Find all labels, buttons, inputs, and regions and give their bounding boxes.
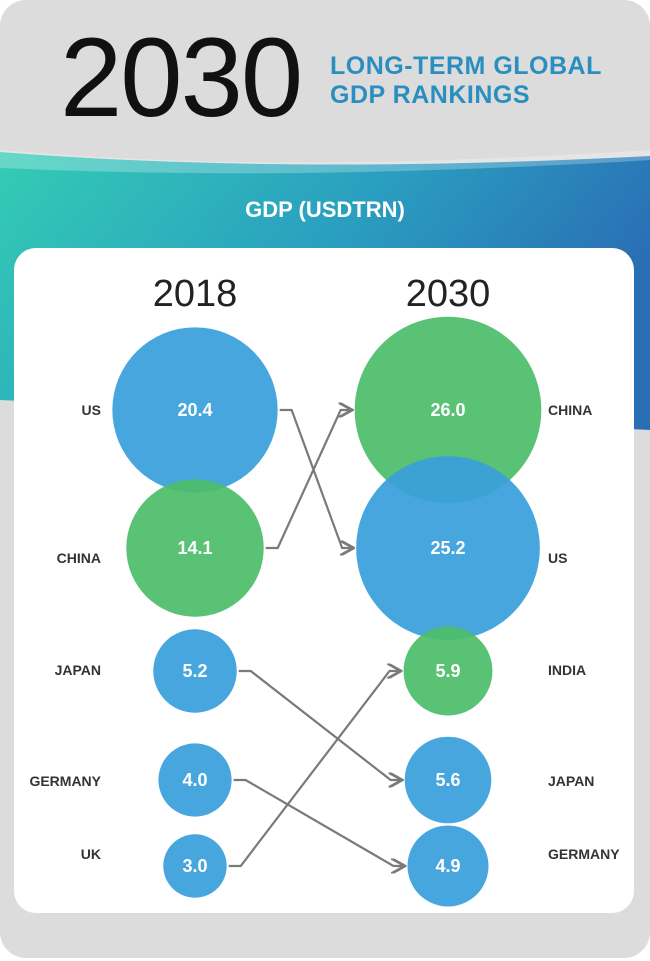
bubble-2018-japan	[153, 629, 237, 713]
value-label-2018-japan: 5.2	[182, 661, 207, 681]
connector-uk-to-india	[228, 671, 400, 868]
country-label-2018-japan: JAPAN	[55, 662, 101, 678]
connector-china-to-china	[265, 410, 351, 550]
column-year-2018: 2018	[153, 273, 238, 315]
country-label-2030-japan: JAPAN	[548, 773, 594, 789]
bubble-2018-uk	[163, 834, 227, 898]
bubble-2030-germany	[407, 825, 489, 907]
value-label-2018-uk: 3.0	[182, 856, 207, 876]
bubble-2018-germany	[158, 743, 232, 817]
value-label-2018-us: 20.4	[177, 400, 212, 420]
subtitle: LONG-TERM GLOBAL GDP RANKINGS	[330, 52, 602, 110]
bubble-2030-japan	[404, 736, 492, 824]
country-label-2030-germany: GERMANY	[548, 846, 620, 862]
value-label-2030-china: 26.0	[430, 400, 465, 420]
connector-germany-to-germany	[233, 778, 404, 866]
country-label-2018-uk: UK	[81, 846, 101, 862]
country-label-2030-china: CHINA	[548, 402, 592, 418]
big-year-title: 2030	[60, 15, 303, 140]
value-label-2030-germany: 4.9	[435, 856, 460, 876]
bubble-2030-india	[403, 626, 493, 716]
subtitle-line-2: GDP RANKINGS	[330, 81, 531, 109]
connector-us-to-us	[279, 408, 352, 548]
country-label-2030-india: INDIA	[548, 662, 586, 678]
connector-japan-to-japan	[238, 669, 401, 780]
country-label-2018-china: CHINA	[57, 550, 101, 566]
metric-label: GDP (USDTRN)	[245, 197, 405, 222]
value-label-2030-india: 5.9	[435, 661, 460, 681]
country-label-2018-germany: GERMANY	[29, 773, 101, 789]
column-year-2030: 2030	[406, 273, 491, 315]
country-label-2030-us: US	[548, 550, 567, 566]
country-label-2018-us: US	[82, 402, 101, 418]
subtitle-line-1: LONG-TERM GLOBAL	[330, 52, 602, 80]
value-label-2030-us: 25.2	[430, 538, 465, 558]
value-label-2018-china: 14.1	[177, 538, 212, 558]
bubble-2030-us	[356, 456, 540, 640]
bubble-2018-china	[126, 479, 264, 617]
bubble-2030-china	[354, 316, 542, 504]
bubble-2018-us	[112, 327, 278, 493]
value-label-2030-japan: 5.6	[435, 770, 460, 790]
value-label-2018-germany: 4.0	[182, 770, 207, 790]
